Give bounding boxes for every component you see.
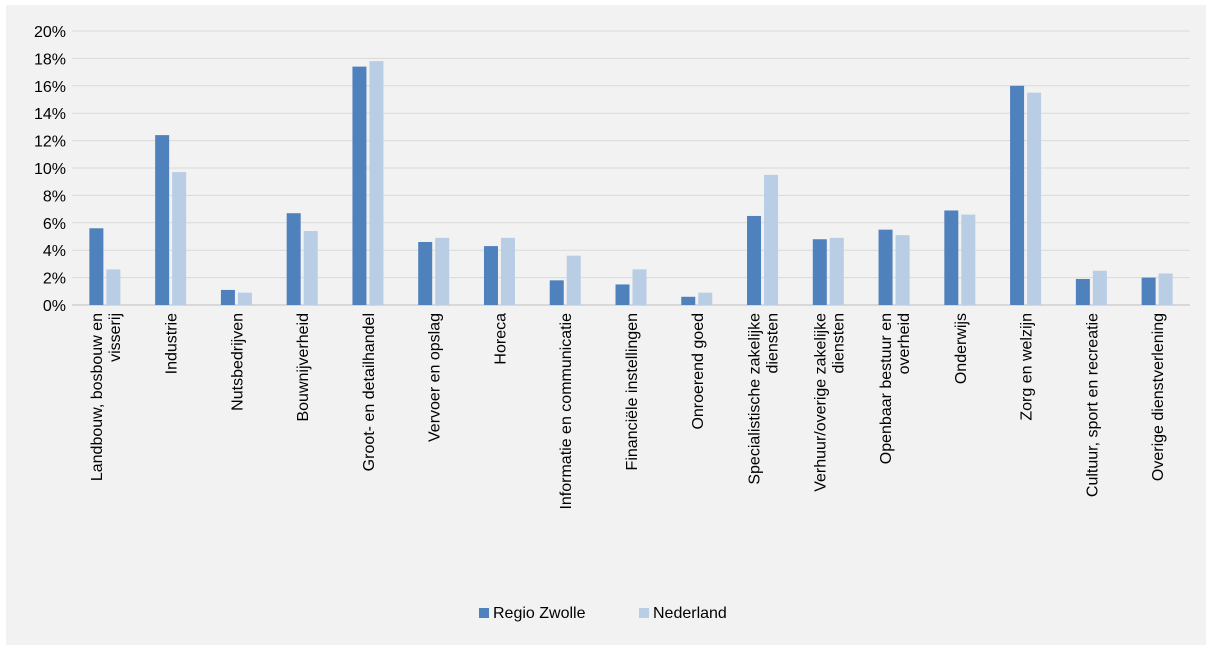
category-labels: Landbouw, bosbouw en visserij Industrie Nut… [89,313,1167,510]
category-label: Horeca [492,313,509,365]
category-label-line: overheid [896,313,913,374]
y-tick-label: 12% [34,134,66,151]
bar-nederland [172,172,187,305]
bar-nederland [1158,273,1173,305]
category-label-line: diensten [765,313,782,374]
bar-regio-zwolle [615,284,630,305]
category-label-line: Onderwijs [953,313,970,384]
bar-nederland [237,292,252,305]
category-label: Financiële instellingen [624,313,641,470]
y-tick-label: 20% [34,24,66,41]
category-label-line: Informatie en communicatie [558,313,575,510]
bar-nederland [566,255,581,305]
legend: Regio Zwolle Nederland [479,605,727,622]
bar-nederland [106,269,121,305]
y-tick-label: 0% [43,298,66,315]
legend-item-regio-zwolle: Regio Zwolle [479,605,586,622]
category-label-line: Verhuur/overige zakelijke [812,313,829,492]
category-label-line: visserij [107,313,124,362]
bar-nederland [829,237,844,305]
gridlines [72,30,1190,306]
bar-chart: 0% 2% 4% 6% 8% 10% 12% 14% 16% 18% 20% Landbouw, b… [6,5,1206,645]
category-label: Industrie [164,313,181,374]
bar-regio-zwolle [1141,277,1156,305]
bar-regio-zwolle [89,228,104,305]
category-label-line: Specialistische zakelijke [747,313,764,485]
bar-regio-zwolle [549,280,564,305]
category-label-line: Nutsbedrijven [229,313,246,411]
bar-nederland [764,174,779,305]
legend-label: Regio Zwolle [493,605,586,622]
category-label: Verhuur/overige zakelijke diensten [812,313,847,492]
bars [89,61,1173,306]
category-label: Nutsbedrijven [229,313,246,411]
category-label: Vervoer en opslag [427,313,444,442]
category-label: Overige dienstverlening [1150,313,1167,481]
bar-regio-zwolle [944,210,959,305]
bar-nederland [632,269,647,305]
bar-regio-zwolle [1075,278,1090,305]
bar-nederland [895,235,910,305]
bar-regio-zwolle [286,213,301,305]
bar-regio-zwolle [878,229,893,305]
bar-regio-zwolle [681,296,696,305]
chart-frame: 0% 2% 4% 6% 8% 10% 12% 14% 16% 18% 20% Landbouw, b… [6,5,1206,645]
category-label-line: Onroerend goed [690,313,707,430]
category-label: Landbouw, bosbouw en visserij [89,313,124,481]
y-axis-ticks: 0% 2% 4% 6% 8% 10% 12% 14% 16% 18% 20% [34,24,66,315]
category-label-line: Horeca [492,313,509,365]
category-label-line: Financiële instellingen [624,313,641,470]
y-tick-label: 14% [34,106,66,123]
category-label-line: diensten [830,313,847,374]
category-label: Specialistische zakelijke diensten [747,313,782,485]
category-label: Onroerend goed [690,313,707,430]
category-label-line: Zorg en welzijn [1019,313,1036,421]
category-label-line: Bouwnijverheid [295,313,312,422]
legend-item-nederland: Nederland [639,605,727,622]
y-tick-label: 16% [34,79,66,96]
bar-regio-zwolle [418,241,433,305]
category-label: Zorg en welzijn [1019,313,1036,421]
category-label: Informatie en communicatie [558,313,575,510]
category-label-line: Groot- en detailhandel [361,313,378,471]
category-label: Openbaar bestuur en overheid [878,313,913,464]
bar-nederland [303,231,318,305]
category-label-line: Cultuur, sport en recreatie [1084,313,1101,497]
bar-nederland [961,214,976,305]
bar-nederland [698,292,713,305]
legend-swatch [479,608,489,618]
category-label: Cultuur, sport en recreatie [1084,313,1101,497]
category-label-line: Industrie [164,313,181,374]
category-label-line: Vervoer en opslag [427,313,444,442]
bar-nederland [500,237,515,305]
bar-nederland [435,237,450,305]
y-tick-label: 8% [43,188,66,205]
category-label-line: Openbaar bestuur en [878,313,895,464]
y-tick-label: 18% [34,51,66,68]
y-tick-label: 10% [34,161,66,178]
bar-nederland [369,61,384,305]
bar-regio-zwolle [747,215,762,305]
y-tick-label: 4% [43,243,66,260]
chart-background [6,5,1206,645]
bar-nederland [1027,92,1042,306]
y-tick-label: 6% [43,216,66,233]
bar-regio-zwolle [220,289,235,305]
category-label: Bouwnijverheid [295,313,312,422]
category-label-line: Overige dienstverlening [1150,313,1167,481]
bar-regio-zwolle [812,239,827,305]
category-label: Groot- en detailhandel [361,313,378,471]
bar-nederland [1092,270,1107,305]
bar-regio-zwolle [155,135,170,305]
bar-regio-zwolle [352,66,367,305]
legend-label: Nederland [653,605,727,622]
category-label-line: Landbouw, bosbouw en [89,313,106,481]
category-label: Onderwijs [953,313,970,384]
bar-regio-zwolle [483,246,498,305]
bar-regio-zwolle [1010,85,1025,305]
y-tick-label: 2% [43,271,66,288]
legend-swatch [639,608,649,618]
